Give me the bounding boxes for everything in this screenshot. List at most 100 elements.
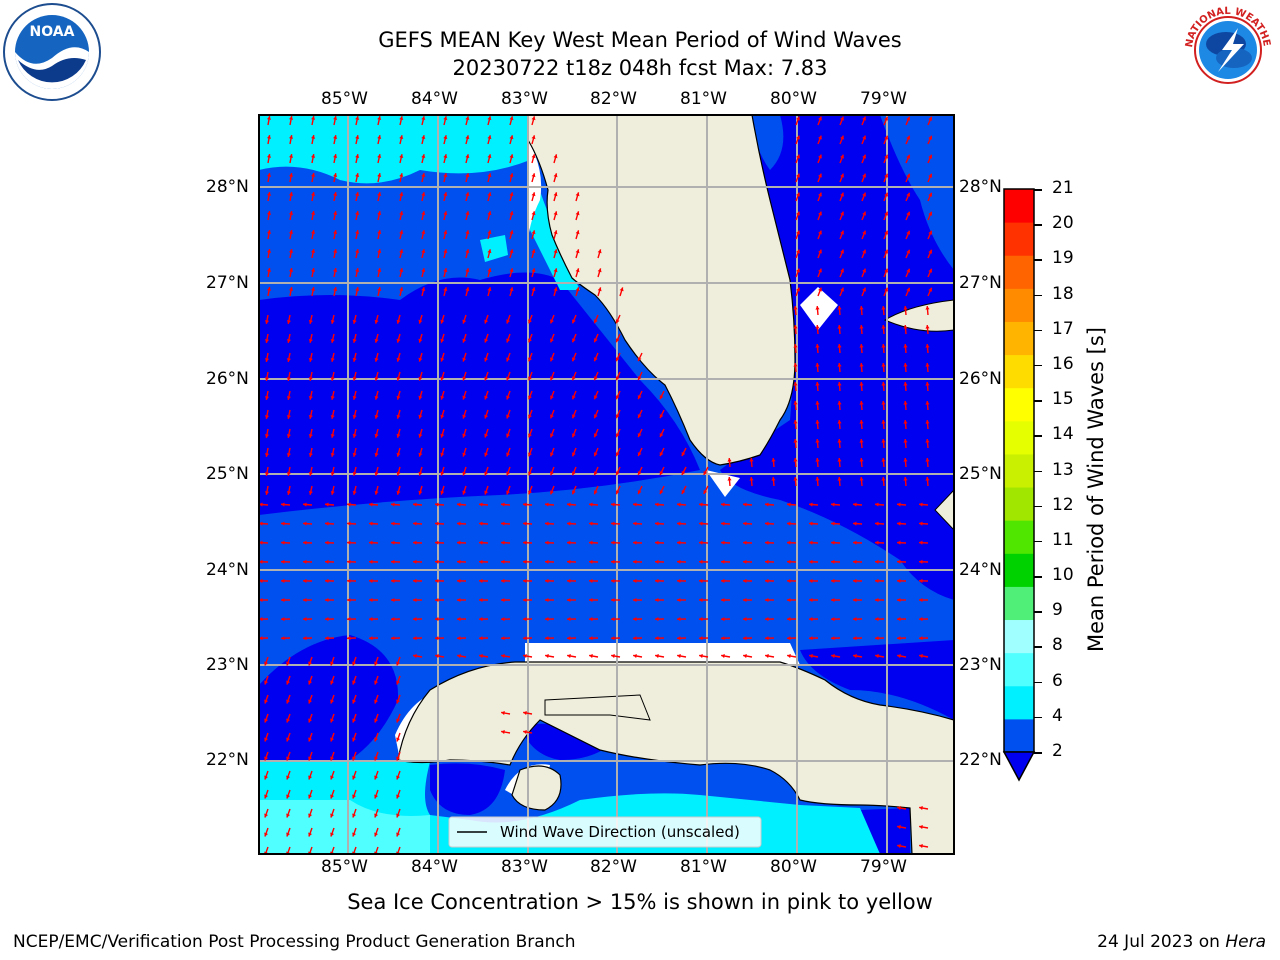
wind-arrow-head bbox=[264, 320, 270, 324]
lat-label-left-27n: 27°N bbox=[206, 273, 249, 293]
wind-arrow-head bbox=[567, 502, 571, 507]
wind-arrow-head bbox=[396, 718, 401, 723]
wind-arrow-head bbox=[391, 559, 395, 564]
wind-arrow-head bbox=[264, 718, 269, 723]
wind-arrow-head bbox=[793, 306, 798, 310]
wind-arrow-head bbox=[308, 453, 313, 457]
wind-arrow-head bbox=[479, 636, 483, 641]
wind-arrow-head bbox=[721, 654, 725, 659]
wind-arrow-head bbox=[413, 597, 417, 603]
wind-arrow-head bbox=[374, 357, 379, 362]
wind-arrow-head bbox=[391, 636, 395, 641]
wind-arrow-head bbox=[391, 502, 395, 507]
wind-arrow-head bbox=[377, 287, 382, 291]
wind-arrow-head bbox=[396, 756, 401, 761]
wind-arrow-head bbox=[311, 192, 316, 196]
wind-arrow-head bbox=[462, 319, 467, 324]
wind-arrow-head bbox=[919, 617, 923, 622]
wind-arrow-head bbox=[928, 268, 933, 273]
wind-arrow-head bbox=[399, 192, 404, 197]
wind-arrow-head bbox=[374, 680, 379, 685]
wind-arrow-head bbox=[787, 502, 791, 507]
wind-arrow-head bbox=[881, 420, 886, 424]
wind-arrow-head bbox=[571, 433, 576, 438]
wind-arrow-head bbox=[352, 794, 357, 799]
wind-arrow-head bbox=[589, 597, 593, 603]
colorbar-tick-label: 15 bbox=[1052, 389, 1074, 410]
wind-arrow-head bbox=[550, 395, 554, 400]
wind-arrow-head bbox=[727, 477, 732, 481]
wind-arrow-head bbox=[369, 540, 373, 545]
wind-arrow-head bbox=[787, 654, 791, 659]
wind-arrow-head bbox=[815, 420, 820, 424]
wind-arrow-head bbox=[925, 325, 930, 329]
wind-arrow-head bbox=[928, 249, 933, 254]
wind-arrow-head bbox=[399, 268, 404, 273]
wind-arrow-head bbox=[484, 395, 489, 400]
wind-arrow-head bbox=[259, 540, 263, 545]
wind-arrow-head bbox=[311, 154, 316, 158]
wind-arrow-head bbox=[633, 636, 637, 641]
wind-arrow-head bbox=[264, 737, 269, 742]
wind-arrow-head bbox=[655, 502, 659, 507]
lat-label-right-28n: 28°N bbox=[959, 177, 1002, 197]
wind-arrow-head bbox=[506, 338, 511, 343]
wind-arrow-head bbox=[484, 490, 489, 495]
wind-arrow-head bbox=[523, 597, 527, 603]
colorbar-tick-label: 6 bbox=[1052, 670, 1063, 691]
wind-arrow-head bbox=[501, 502, 505, 507]
wind-arrow-head bbox=[501, 521, 505, 526]
wind-arrow-head bbox=[637, 471, 642, 476]
wind-arrow-head bbox=[355, 249, 360, 253]
wind-arrow-head bbox=[418, 414, 423, 419]
wind-arrow-head bbox=[593, 376, 598, 381]
wind-arrow-head bbox=[523, 578, 527, 583]
wind-arrow-head bbox=[919, 559, 923, 564]
wind-arrow-head bbox=[330, 452, 335, 457]
wind-arrow-head bbox=[259, 617, 263, 622]
wind-arrow-head bbox=[906, 154, 911, 159]
wind-arrow-head bbox=[633, 502, 637, 507]
wind-arrow-head bbox=[925, 439, 930, 443]
colorbar-tick-label: 16 bbox=[1052, 353, 1074, 374]
wind-arrow-head bbox=[818, 154, 822, 159]
wind-arrow-head bbox=[615, 338, 620, 343]
wind-arrow-head bbox=[677, 617, 681, 622]
wind-arrow-head bbox=[809, 540, 813, 545]
wind-arrow-head bbox=[289, 287, 294, 291]
wind-arrow-head bbox=[699, 597, 703, 603]
wind-arrow-head bbox=[457, 578, 461, 583]
wind-arrow-head bbox=[352, 680, 357, 685]
wind-arrow-head bbox=[593, 490, 598, 495]
wind-arrow-head bbox=[457, 540, 461, 545]
wind-arrow-head bbox=[655, 540, 659, 545]
colorbar-tick-mark bbox=[1034, 752, 1042, 754]
wind-arrow-head bbox=[457, 502, 461, 507]
wind-arrow-head bbox=[862, 268, 867, 273]
wind-arrow-head bbox=[418, 338, 423, 343]
wind-arrow-head bbox=[611, 559, 615, 564]
wind-arrow-head bbox=[352, 414, 357, 419]
colorbar-tick-mark bbox=[1034, 364, 1042, 367]
wind-arrow-head bbox=[462, 433, 467, 438]
wind-arrow-head bbox=[884, 192, 889, 197]
wind-arrow-head bbox=[413, 578, 417, 583]
wind-arrow-head bbox=[264, 415, 270, 419]
wind-arrow-head bbox=[837, 439, 842, 443]
wind-arrow-head bbox=[853, 597, 857, 603]
lon-label-top-80w: 80°W bbox=[770, 89, 817, 109]
wind-arrow-head bbox=[374, 490, 379, 495]
wind-arrow-head bbox=[484, 357, 489, 362]
wind-arrow-head bbox=[374, 338, 379, 343]
wind-arrow-head bbox=[501, 617, 505, 622]
wind-arrow-head bbox=[264, 453, 270, 457]
wind-arrow-head bbox=[589, 502, 593, 507]
wind-arrow-head bbox=[286, 737, 291, 742]
wind-arrow-head bbox=[884, 173, 889, 178]
wind-arrow-head bbox=[925, 458, 930, 462]
wind-arrow-head bbox=[289, 230, 294, 234]
wind-arrow-head bbox=[435, 578, 439, 583]
wind-arrow-head bbox=[743, 521, 747, 526]
wind-arrow-head bbox=[501, 654, 505, 659]
